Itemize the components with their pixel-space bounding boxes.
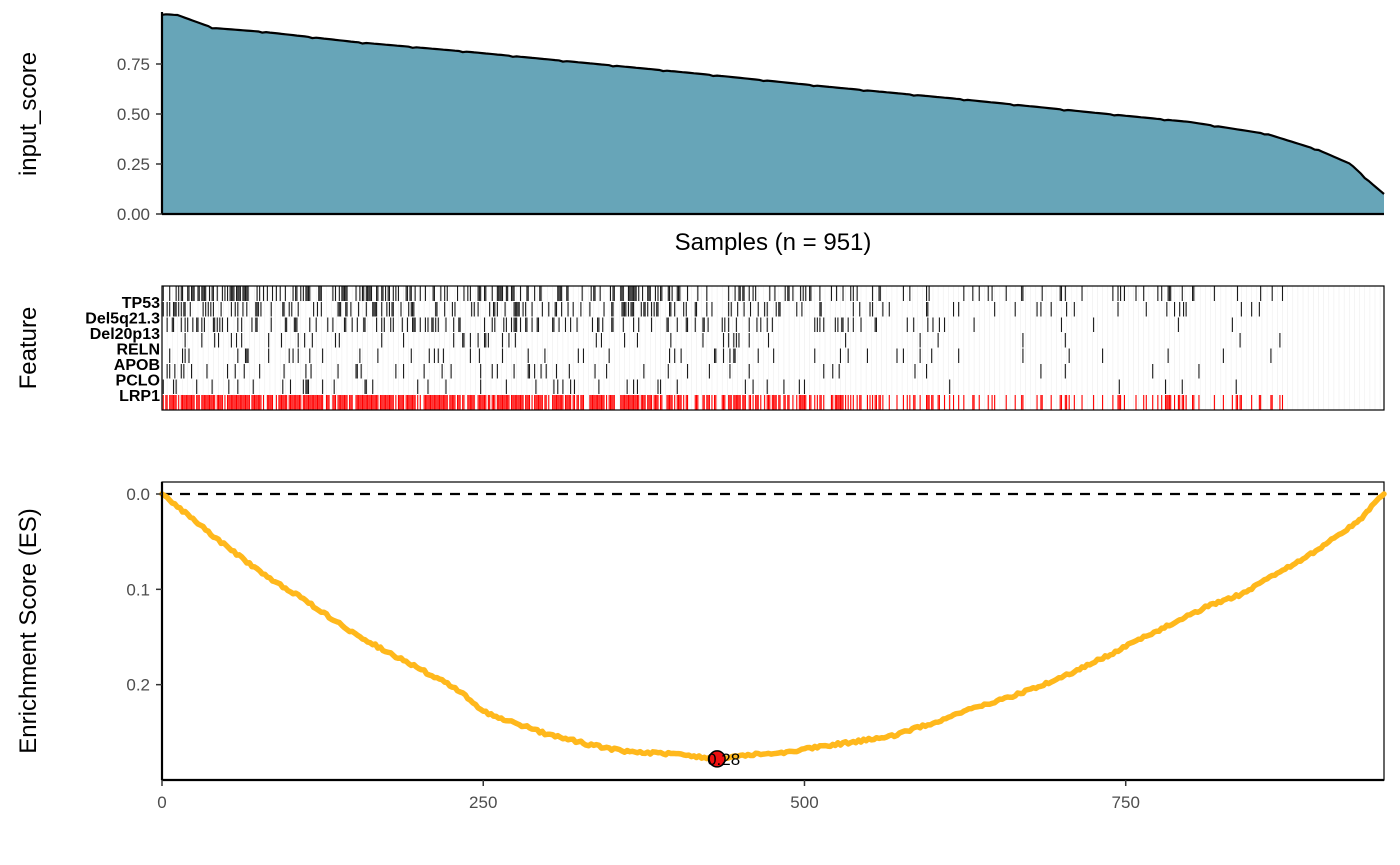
score-y-tick-label: 0.00	[117, 205, 150, 224]
score-panel: 0.00 0.25 0.50 0.75 input_score Samples (n …	[15, 12, 1385, 256]
es-y-title: Enrichment Score (ES)	[15, 508, 42, 753]
es-peak-label: 0.28	[707, 750, 740, 769]
es-y-tick-label: 0.0	[126, 485, 150, 504]
es-peak-marker	[708, 750, 726, 768]
es-curve	[159, 491, 1387, 765]
feature-label: LRP1	[119, 388, 160, 405]
feature-label: Del20p13	[90, 326, 160, 343]
feature-panel-background	[162, 286, 1384, 410]
score-y-title: input_score	[15, 52, 42, 176]
es-x-tick-label: 500	[790, 793, 818, 812]
feature-label: Del5q21.3	[85, 310, 160, 327]
feature-y-title: Feature	[15, 307, 42, 390]
es-y-tick-label: 0.2	[126, 676, 150, 695]
score-y-tick-label: 0.50	[117, 105, 150, 124]
score-y-ticks: 0.00 0.25 0.50 0.75	[117, 55, 162, 224]
feature-panel-border	[161, 285, 1385, 411]
feature-label: TP53	[122, 295, 160, 312]
feature-label: RELN	[116, 341, 160, 358]
es-x-ticks: 0 250 500 750	[157, 780, 1140, 812]
es-panel: 0.28 0.0 0.1 0.2 0 250 500 750 Enrichment Sco…	[15, 481, 1387, 812]
score-x-title: Samples (n = 951)	[675, 229, 872, 256]
score-area	[162, 14, 1384, 214]
feature-label: APOB	[114, 357, 160, 374]
es-x-tick-label: 750	[1112, 793, 1140, 812]
es-y-ticks: 0.0 0.1 0.2	[126, 485, 162, 695]
es-y-tick-label: 0.1	[126, 580, 150, 599]
score-y-tick-label: 0.25	[117, 155, 150, 174]
feature-hits	[161, 286, 1284, 410]
score-line	[161, 13, 1385, 195]
feature-grid	[161, 286, 1381, 410]
es-x-tick-label: 0	[157, 793, 166, 812]
feature-label: PCLO	[116, 372, 160, 389]
score-y-tick-label: 0.75	[117, 55, 150, 74]
es-x-tick-label: 250	[469, 793, 497, 812]
